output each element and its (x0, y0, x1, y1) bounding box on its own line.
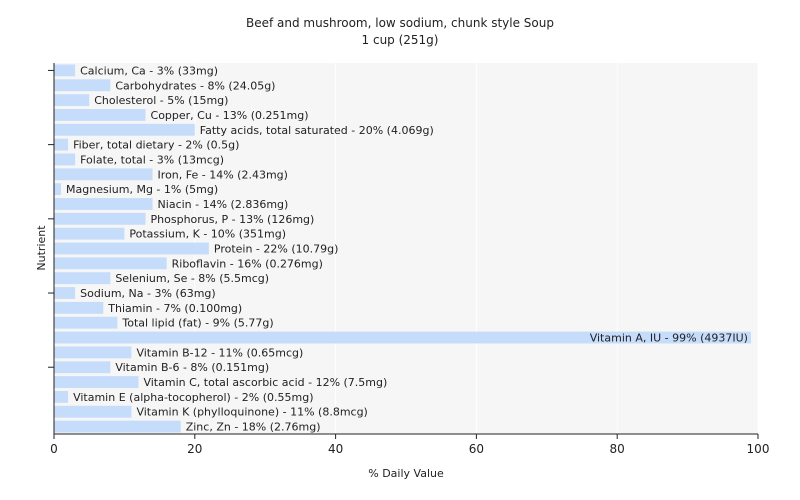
bar-label: Phosphorus, P - 13% (126mg) (151, 213, 315, 226)
bar (54, 420, 181, 433)
x-tick-label: 40 (328, 442, 343, 456)
bar (54, 64, 76, 77)
bar (54, 138, 69, 151)
bar-label: Protein - 22% (10.79g) (214, 243, 339, 256)
bar-label: Vitamin K (phylloquinone) - 11% (8.8mcg) (136, 406, 367, 419)
bar (54, 331, 751, 344)
chart-subtitle: 1 cup (251g) (362, 33, 439, 47)
y-ticks (48, 69, 54, 368)
bar-label: Carbohydrates - 8% (24.05g) (115, 79, 275, 92)
bar (54, 272, 111, 285)
x-tick-label: 0 (50, 442, 58, 456)
x-axis-label: % Daily Value (368, 467, 444, 480)
bar (54, 212, 146, 225)
y-axis-label: Nutrient (35, 225, 48, 271)
bar-label: Thiamin - 7% (0.100mg) (107, 302, 242, 315)
bar (54, 346, 132, 359)
bar (54, 94, 90, 107)
bar (54, 301, 104, 314)
bar-label: Selenium, Se - 8% (5.5mcg) (115, 272, 269, 285)
bar-label: Vitamin E (alpha-tocopherol) - 2% (0.55m… (73, 391, 313, 404)
bar (54, 168, 153, 181)
bar-labels: Calcium, Ca - 3% (33mg) Carbohydrates - 8… (66, 64, 748, 433)
bar-label: Riboflavin - 16% (0.276mg) (172, 257, 323, 270)
axes (53, 63, 758, 435)
bar-label: Fiber, total dietary - 2% (0.5g) (73, 139, 239, 152)
bar-label: Niacin - 14% (2.836mg) (158, 198, 289, 211)
bar-label: Cholesterol - 5% (15mg) (94, 94, 228, 107)
bar (54, 198, 153, 210)
bar-label: Zinc, Zn - 18% (2.76mg) (186, 421, 321, 434)
bar-label: Iron, Fe - 14% (2.43mg) (158, 168, 288, 181)
bar-label: Folate, total - 3% (13mcg) (80, 153, 224, 166)
bar-label: Magnesium, Mg - 1% (5mg) (66, 183, 218, 196)
bar-label: Total lipid (fat) - 9% (5.77g) (121, 317, 273, 330)
bar-label: Vitamin B-12 - 11% (0.65mcg) (136, 346, 303, 359)
bar (54, 123, 195, 136)
bar (54, 79, 111, 92)
chart-title: Beef and mushroom, low sodium, chunk sty… (246, 16, 554, 30)
bar (54, 361, 111, 374)
bar-label: Fatty acids, total saturated - 20% (4.06… (200, 124, 434, 137)
bars (54, 64, 751, 433)
bar (54, 242, 209, 255)
bar-label: Vitamin B-6 - 8% (0.151mg) (115, 361, 269, 374)
bar (54, 153, 76, 166)
bar (54, 376, 139, 388)
bar (54, 405, 132, 418)
x-ticks: 0 20 40 60 80 100 (50, 434, 769, 456)
bar (54, 287, 76, 299)
bar-label: Vitamin C, total ascorbic acid - 12% (7.… (143, 376, 387, 389)
bar-label: Vitamin A, IU - 99% (4937IU) (590, 332, 748, 345)
bar-label: Calcium, Ca - 3% (33mg) (80, 64, 218, 77)
bar (54, 227, 125, 240)
bar-label: Copper, Cu - 13% (0.251mg) (151, 109, 309, 122)
bar (54, 257, 167, 270)
bar (54, 109, 146, 121)
bar (54, 316, 118, 329)
x-tick-label: 60 (469, 442, 484, 456)
x-tick-label: 20 (187, 442, 202, 456)
bar (54, 390, 69, 403)
bar-label: Potassium, K - 10% (351mg) (129, 228, 286, 241)
x-tick-label: 80 (610, 442, 625, 456)
x-tick-label: 100 (747, 442, 770, 456)
bar-label: Sodium, Na - 3% (63mg) (80, 287, 216, 300)
bar (54, 183, 62, 196)
